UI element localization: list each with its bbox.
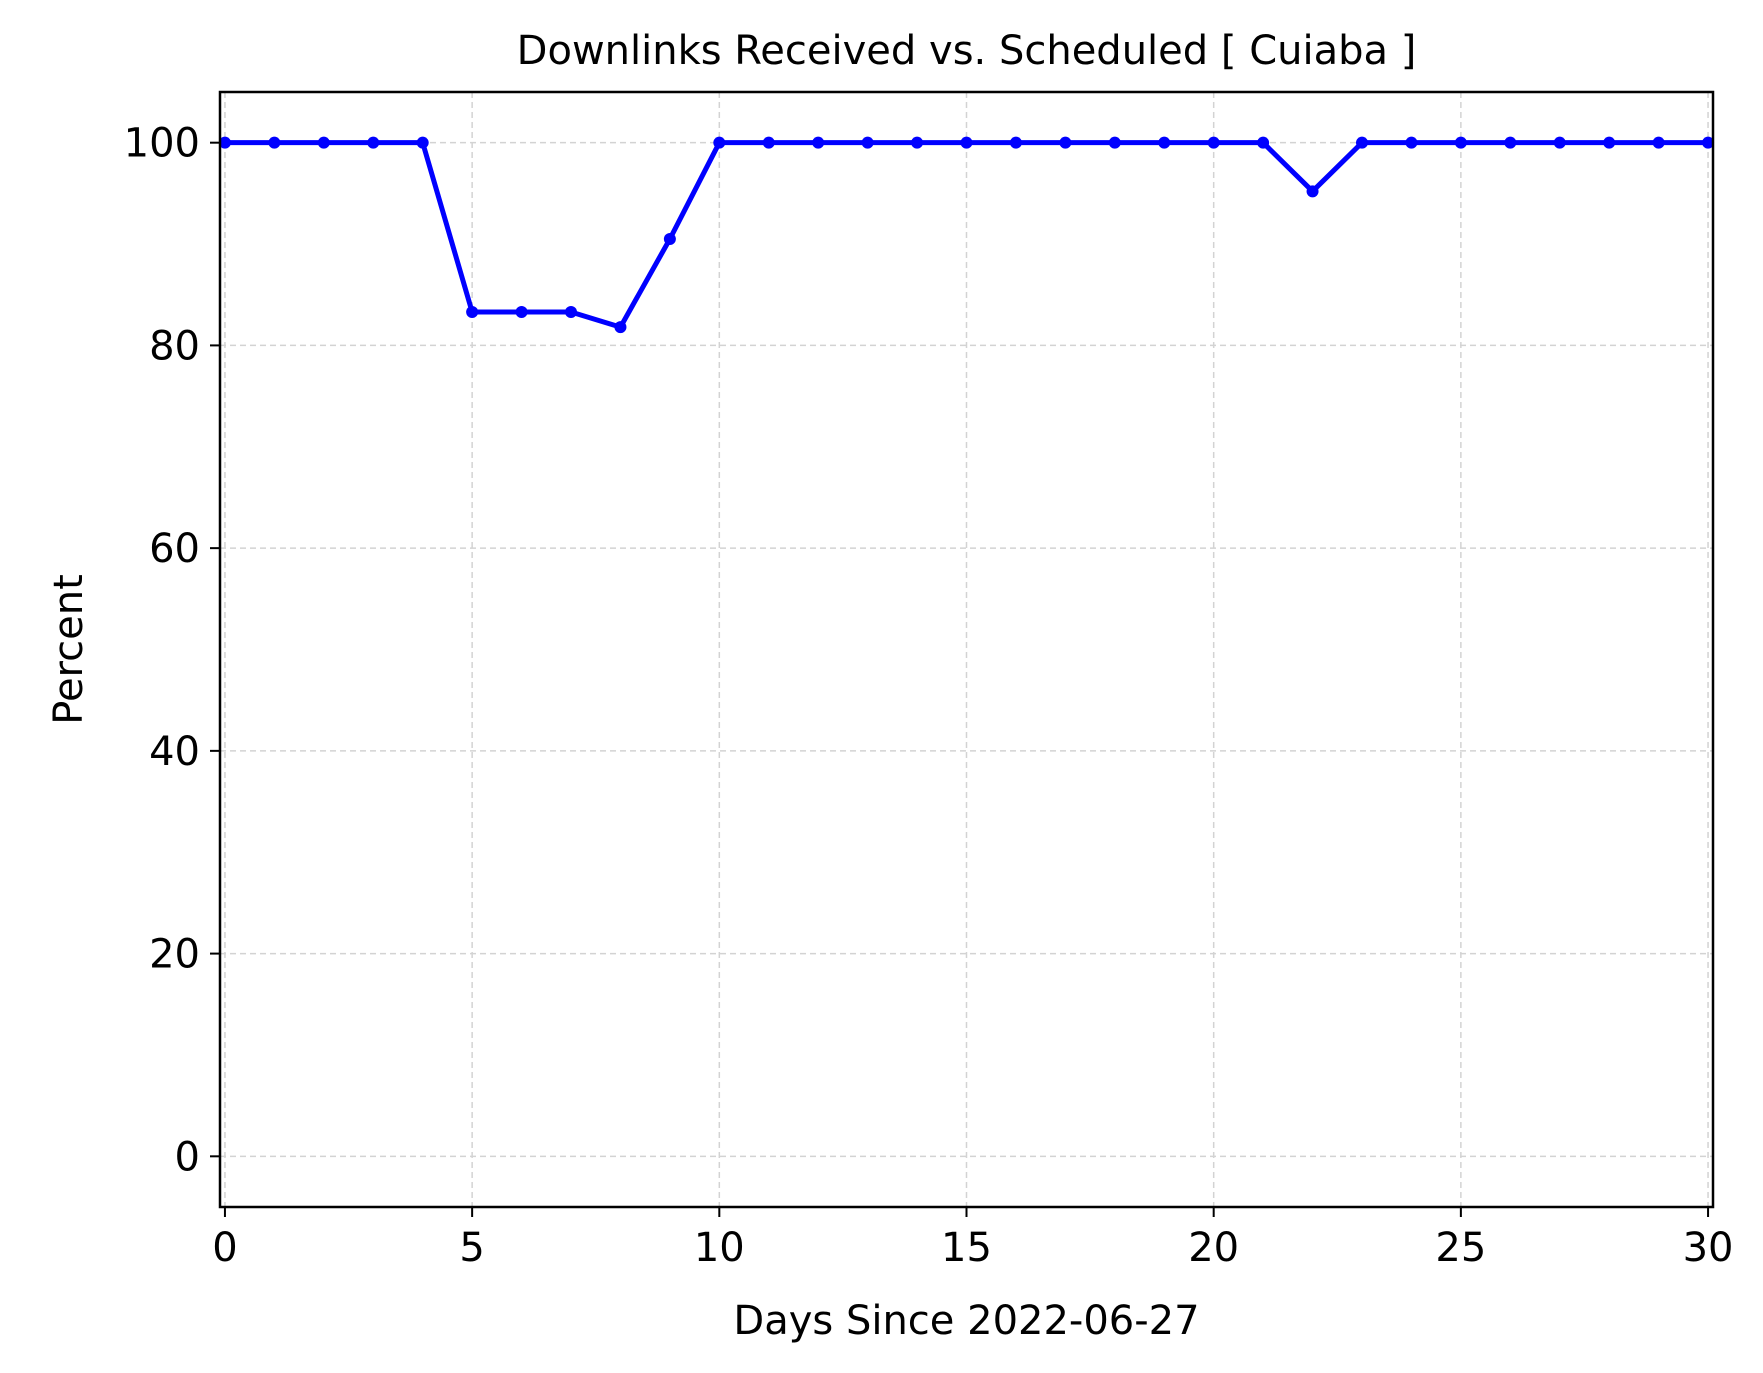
chart-title: Downlinks Received vs. Scheduled [ Cuiab…: [517, 28, 1417, 74]
y-tick-label: 80: [149, 323, 200, 369]
data-point: [1553, 136, 1566, 149]
data-point: [565, 305, 578, 318]
data-point: [1306, 185, 1319, 198]
data-point: [1652, 136, 1665, 149]
x-tick-label: 10: [694, 1225, 745, 1271]
x-tick-label: 5: [459, 1225, 484, 1271]
data-point: [663, 232, 676, 245]
data-point: [1207, 136, 1220, 149]
data-point: [911, 136, 924, 149]
y-tick-label: 40: [149, 729, 200, 775]
x-tick-label: 30: [1683, 1225, 1734, 1271]
data-point: [317, 136, 330, 149]
y-tick-label: 0: [175, 1134, 200, 1180]
data-point: [1059, 136, 1072, 149]
data-point: [466, 305, 479, 318]
data-point: [1702, 136, 1715, 149]
grid-lines: [220, 92, 1713, 1207]
data-point: [812, 136, 825, 149]
x-axis-label: Days Since 2022-06-27: [733, 1298, 1199, 1344]
data-point: [416, 136, 429, 149]
x-tick-label: 15: [941, 1225, 992, 1271]
x-tick-label: 0: [212, 1225, 237, 1271]
data-point: [515, 305, 528, 318]
data-point: [1603, 136, 1616, 149]
y-axis-label: Percent: [46, 574, 92, 725]
data-point: [1009, 136, 1022, 149]
y-tick-label: 60: [149, 526, 200, 572]
data-point: [762, 136, 775, 149]
x-tick-label: 25: [1435, 1225, 1486, 1271]
data-point: [1257, 136, 1270, 149]
series-layer: [218, 136, 1715, 334]
data-point: [1158, 136, 1171, 149]
data-point: [1454, 136, 1467, 149]
x-tick-label: 20: [1188, 1225, 1239, 1271]
ticks-layer: 0 5 10 15 20 25 30 0 20 40 60 80 100: [124, 121, 1734, 1271]
y-tick-label: 100: [124, 121, 200, 167]
data-point: [1504, 136, 1517, 149]
data-point: [713, 136, 726, 149]
data-point: [1108, 136, 1121, 149]
data-point: [614, 321, 627, 334]
data-point: [367, 136, 380, 149]
data-point: [268, 136, 281, 149]
data-point: [960, 136, 973, 149]
data-point: [218, 136, 231, 149]
data-point: [1355, 136, 1368, 149]
plot-frame: [218, 90, 1715, 1209]
y-tick-label: 20: [149, 932, 200, 978]
data-point: [1405, 136, 1418, 149]
data-point: [861, 136, 874, 149]
